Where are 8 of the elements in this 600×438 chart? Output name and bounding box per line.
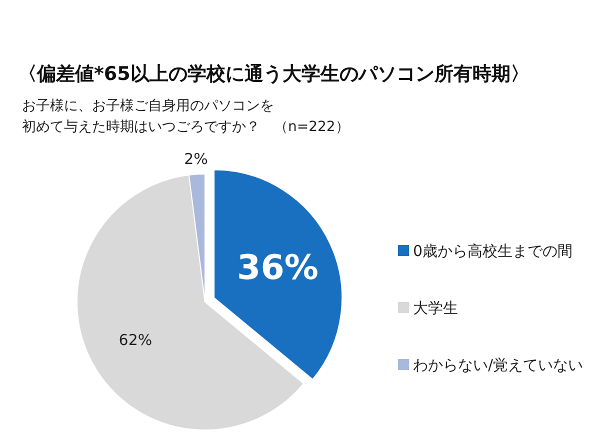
legend-label: 0歳から高校生までの間: [413, 242, 573, 260]
legend-label: わからない/覚えていない: [413, 356, 584, 374]
chart-title: 〈偏差値*65以上の学校に通う大学生のパソコン所有時期〉: [18, 63, 530, 85]
data-label: 2%: [184, 150, 208, 168]
chart-subtitle: お子様に、お子様ご自身用のパソコンを初めて与えた時期はいつごろですか？ （n=222）: [22, 98, 350, 135]
data-label: 36%: [237, 248, 318, 288]
data-label: 62%: [118, 331, 152, 350]
legend-label: 大学生: [413, 299, 458, 317]
